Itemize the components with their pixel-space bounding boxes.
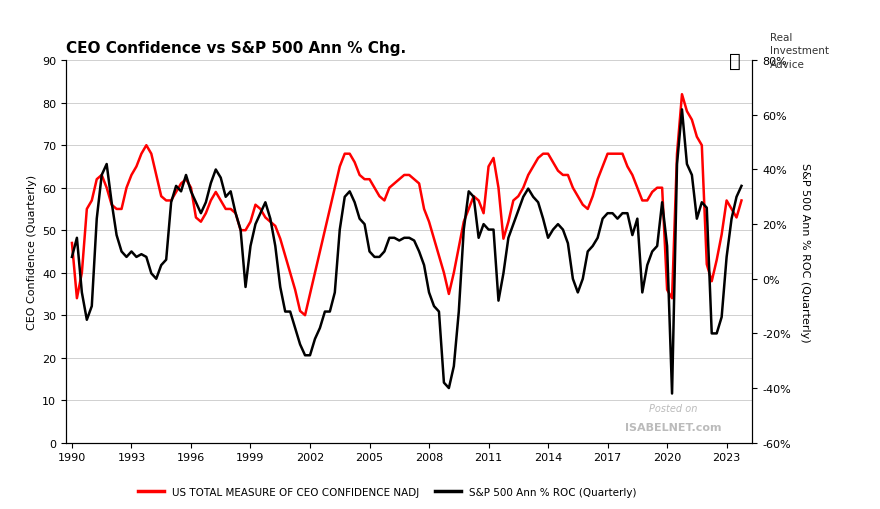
Y-axis label: CEO Confidence (Quarterly): CEO Confidence (Quarterly) bbox=[26, 175, 37, 329]
Y-axis label: S&P 500 Ann % ROC (Quarterly): S&P 500 Ann % ROC (Quarterly) bbox=[800, 162, 810, 342]
Text: 🦅: 🦅 bbox=[729, 51, 741, 71]
Text: Real
Investment
Advice: Real Investment Advice bbox=[770, 33, 829, 69]
Text: ISABELNET.com: ISABELNET.com bbox=[625, 422, 722, 433]
Text: CEO Confidence vs S&P 500 Ann % Chg.: CEO Confidence vs S&P 500 Ann % Chg. bbox=[66, 41, 407, 56]
Legend: US TOTAL MEASURE OF CEO CONFIDENCE NADJ, S&P 500 Ann % ROC (Quarterly): US TOTAL MEASURE OF CEO CONFIDENCE NADJ,… bbox=[134, 483, 641, 501]
Text: Posted on: Posted on bbox=[649, 404, 698, 413]
